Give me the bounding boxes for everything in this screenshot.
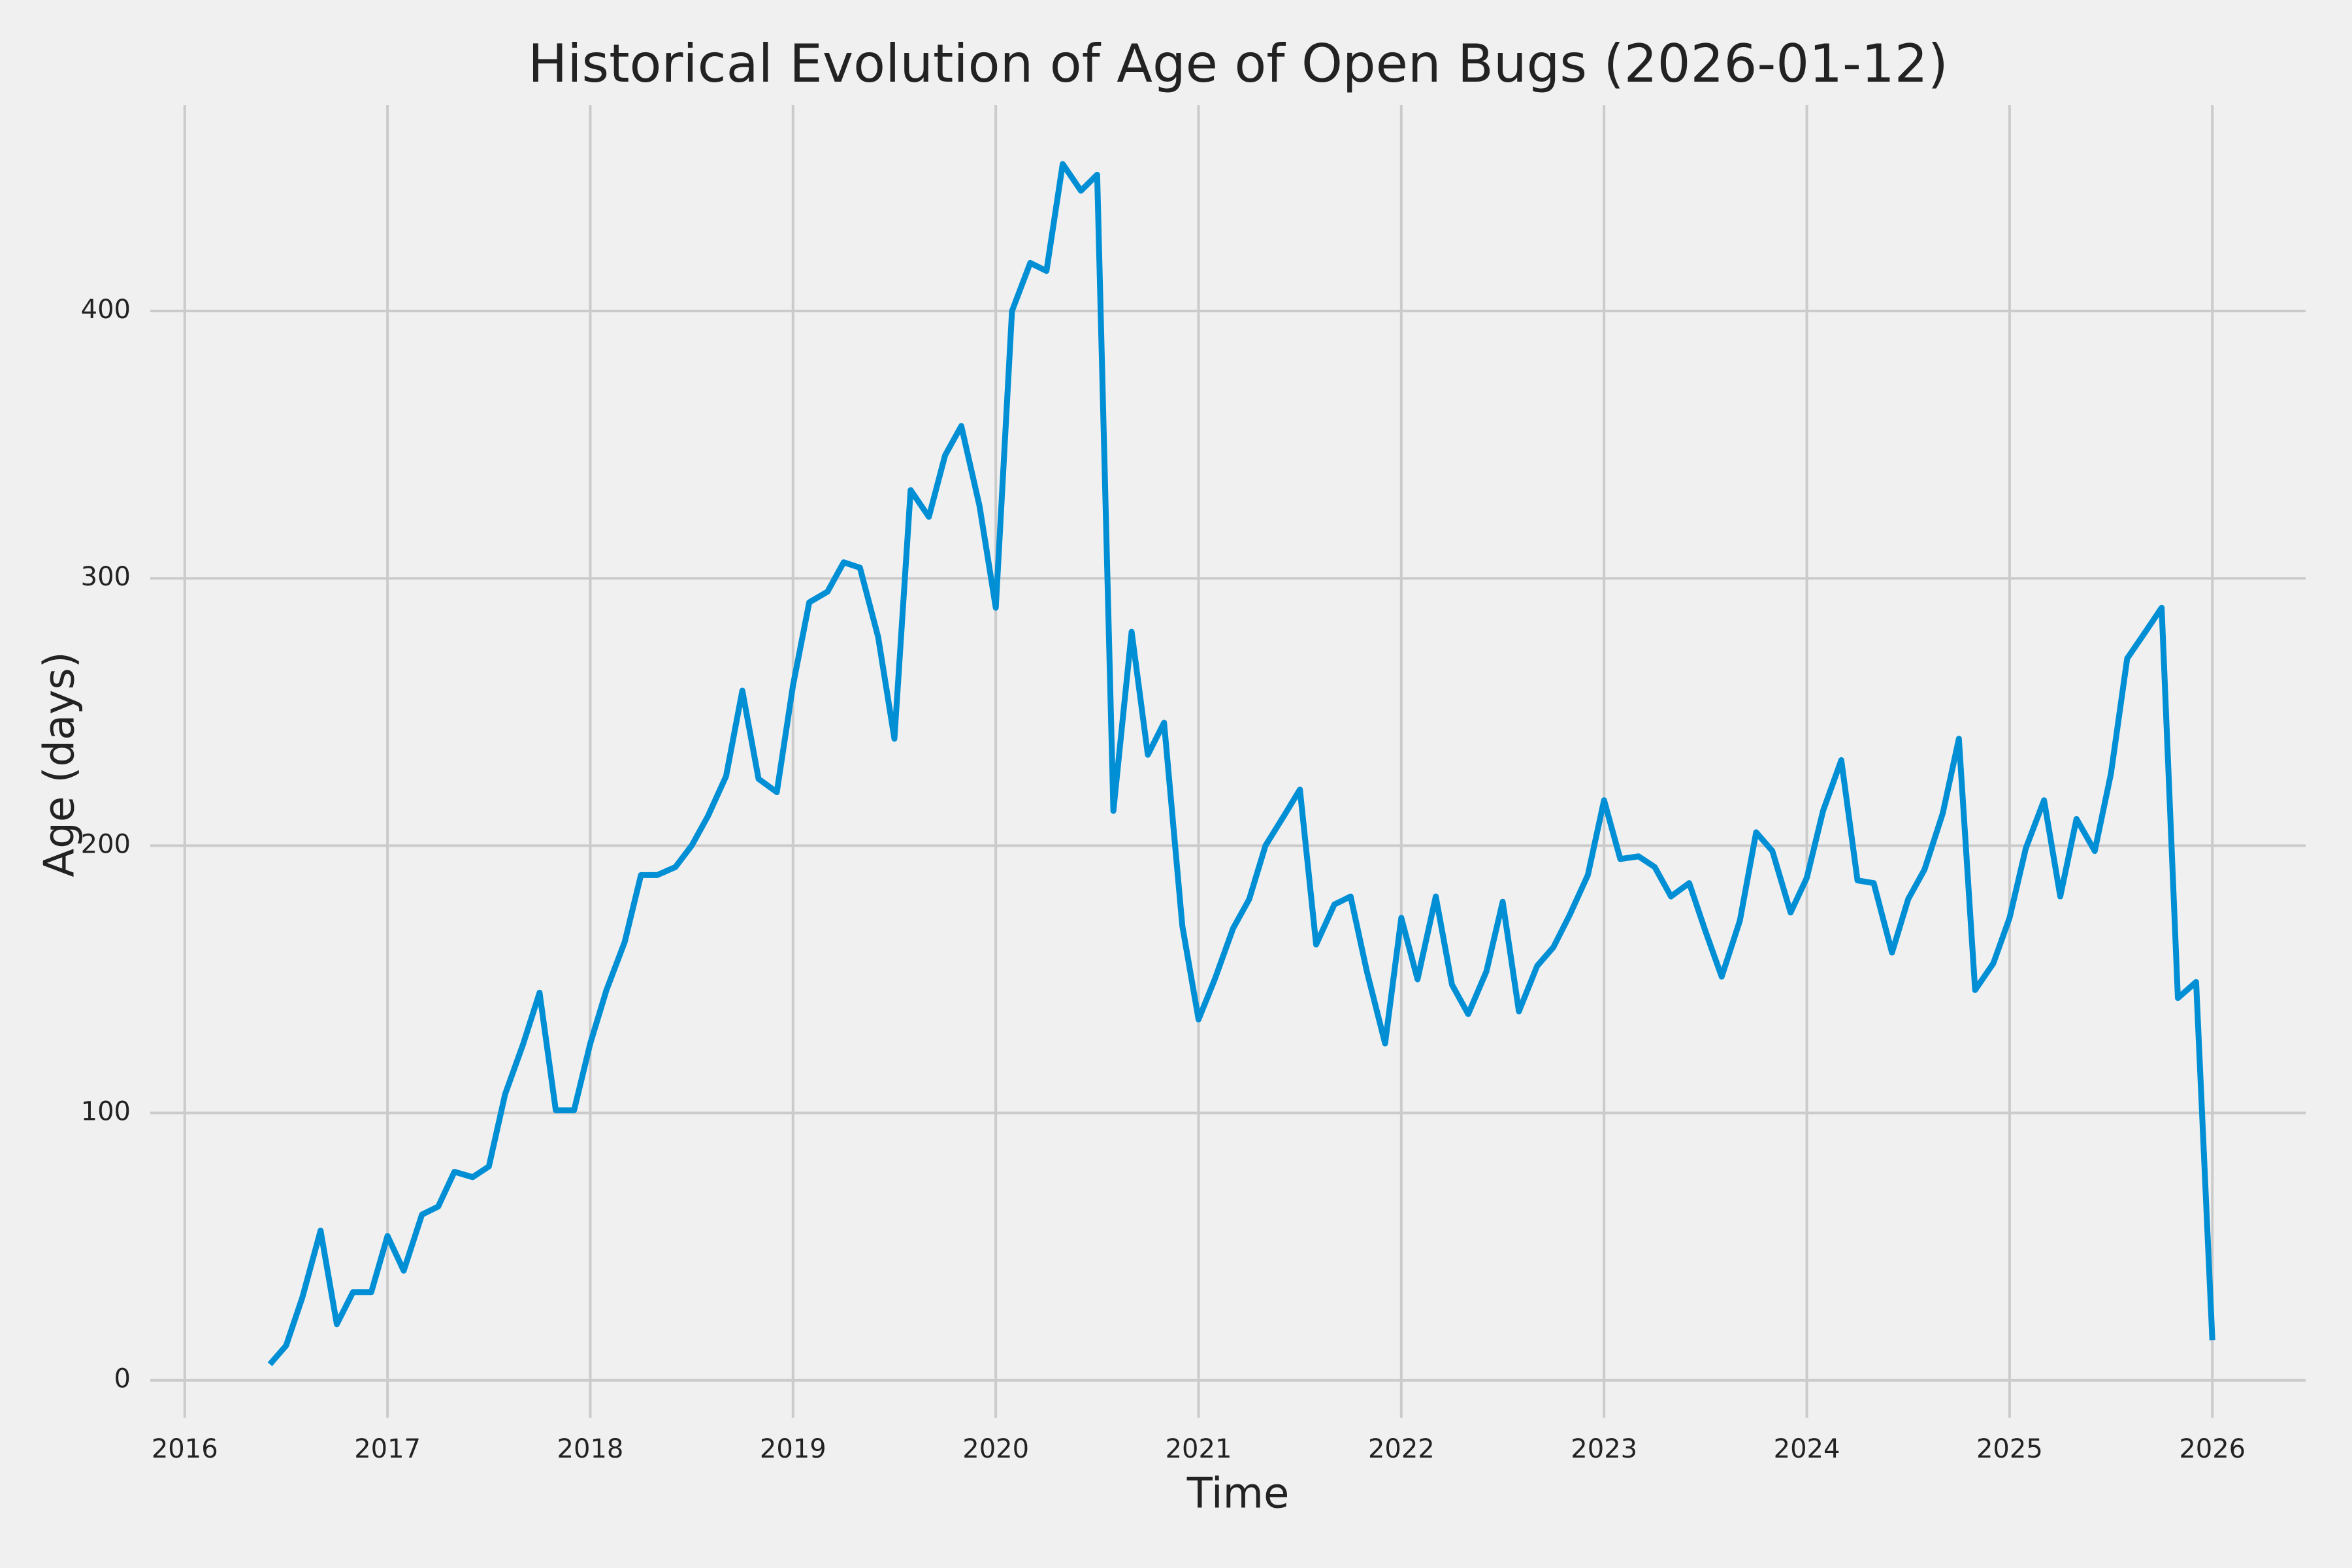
y-tick-label: 0: [114, 1364, 131, 1394]
x-tick-label: 2017: [354, 1434, 421, 1464]
x-tick-label: 2021: [1166, 1434, 1232, 1464]
y-tick-label: 100: [81, 1097, 131, 1127]
data-line: [267, 161, 2215, 1367]
x-tick-label: 2024: [1774, 1434, 1840, 1464]
x-tick-label: 2023: [1571, 1434, 1637, 1464]
x-tick-label: 2025: [1976, 1434, 2043, 1464]
y-tick-label: 200: [81, 829, 131, 859]
x-tick-label: 2020: [962, 1434, 1029, 1464]
x-tick-label: 2016: [152, 1434, 218, 1464]
x-tick-label: 2019: [760, 1434, 826, 1464]
y-tick-label: 400: [81, 295, 131, 325]
y-axis-label: Age (days): [36, 651, 84, 877]
y-tick-label: 300: [81, 562, 131, 592]
x-tick-label: 2018: [557, 1434, 624, 1464]
x-axis-label: Time: [1186, 1470, 1290, 1518]
x-tick-label: 2026: [2179, 1434, 2246, 1464]
chart-title: Historical Evolution of Age of Open Bugs…: [528, 33, 1948, 94]
x-tick-label: 2022: [1368, 1434, 1435, 1464]
